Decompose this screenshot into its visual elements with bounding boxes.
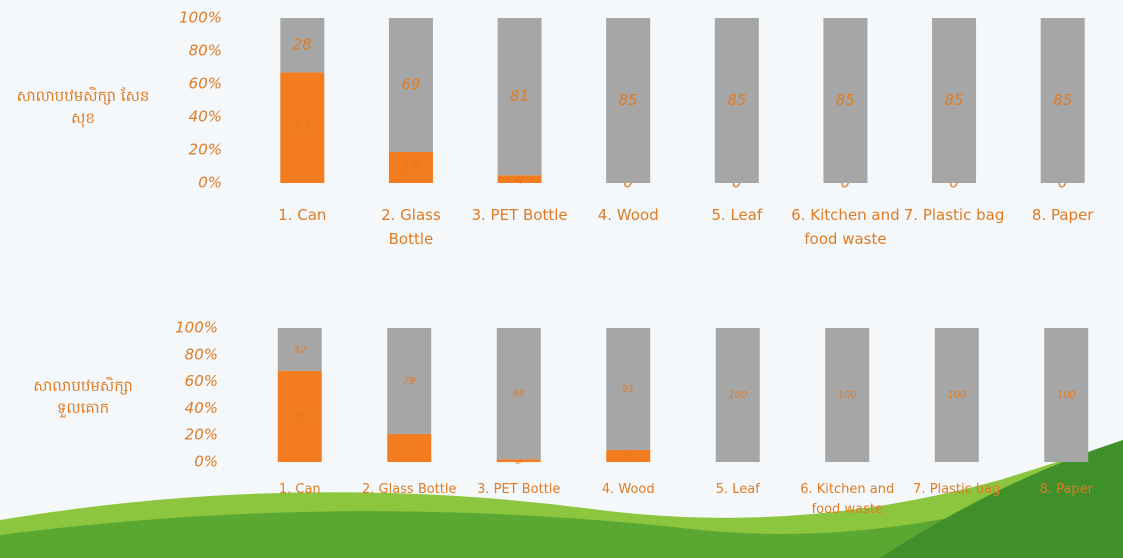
value-label: 85 bbox=[945, 91, 964, 109]
value-label: 79 bbox=[403, 376, 416, 387]
value-label: 69 bbox=[401, 75, 420, 93]
bar-segment bbox=[277, 328, 322, 371]
x-tick-label: 1. Can bbox=[278, 482, 321, 497]
value-label: 85 bbox=[836, 91, 855, 109]
x-tick-label: 1. Can bbox=[278, 206, 327, 224]
bar-segment bbox=[387, 328, 432, 434]
value-label: 32 bbox=[293, 344, 306, 355]
y-tick-label: 80% bbox=[185, 345, 218, 363]
bar-segment bbox=[277, 370, 322, 462]
y-tick-label: 40% bbox=[185, 399, 218, 417]
value-label: 4 bbox=[515, 170, 525, 188]
hill-front bbox=[0, 470, 1123, 558]
bar-segment bbox=[496, 328, 541, 460]
value-label: 9 bbox=[625, 451, 631, 462]
value-label: 85 bbox=[619, 91, 638, 109]
bar-segment bbox=[606, 18, 651, 183]
y-tick-label: 60% bbox=[189, 75, 222, 93]
value-label: 100 bbox=[947, 390, 966, 401]
y-tick-label: 80% bbox=[189, 42, 222, 60]
value-label: 100 bbox=[728, 390, 747, 401]
row-label: សាលាបឋមសិក្សា សែនសុខ bbox=[16, 87, 150, 127]
hill-dark bbox=[880, 440, 1123, 558]
value-label: 68 bbox=[293, 411, 306, 422]
bar-segment bbox=[606, 328, 651, 450]
bar-segment bbox=[388, 18, 433, 152]
value-label: 85 bbox=[727, 91, 746, 109]
value-label: 81 bbox=[510, 87, 529, 105]
x-tick-label: 6. Kitchen and food waste bbox=[800, 482, 895, 517]
value-label: 85 bbox=[1053, 91, 1072, 109]
y-tick-label: 0% bbox=[194, 453, 218, 471]
x-tick-label: 7. Plastic bag bbox=[913, 482, 1001, 497]
y-tick-label: 100% bbox=[179, 9, 222, 27]
x-tick-label: 3. PET Bottle bbox=[471, 206, 568, 224]
value-label: 21 bbox=[403, 443, 416, 454]
row-label: សាលាបឋមសិក្សា ទួលគោក bbox=[33, 377, 133, 417]
value-label: 100 bbox=[1057, 390, 1076, 401]
bar-segment bbox=[932, 18, 977, 183]
x-tick-label: 2. Glass Bottle bbox=[361, 482, 457, 497]
bar-segment bbox=[1040, 18, 1085, 183]
bar-segment bbox=[388, 151, 433, 183]
bar-segment bbox=[280, 18, 325, 73]
x-tick-label: 7. Plastic bag bbox=[903, 206, 1005, 224]
x-tick-label: 6. Kitchen and food waste bbox=[791, 206, 900, 248]
bar-segment bbox=[934, 328, 979, 462]
y-tick-label: 100% bbox=[175, 319, 218, 337]
value-label: 57 bbox=[293, 118, 313, 136]
bar-segment bbox=[496, 459, 541, 462]
bar-segment bbox=[825, 328, 870, 462]
value-label: 91 bbox=[622, 384, 635, 395]
value-label: 2 bbox=[516, 456, 522, 467]
value-label: 28 bbox=[293, 36, 312, 54]
x-tick-label: 2. Glass Bottle bbox=[381, 206, 441, 248]
y-tick-label: 40% bbox=[189, 108, 222, 126]
bar-segment bbox=[714, 18, 759, 183]
bar-segment bbox=[606, 449, 651, 462]
x-tick-label: 8. Paper bbox=[1031, 206, 1094, 224]
y-tick-label: 60% bbox=[185, 372, 218, 390]
bar-segment bbox=[823, 18, 868, 183]
bar-segment bbox=[715, 328, 760, 462]
x-tick-label: 4. Wood bbox=[601, 482, 655, 497]
value-label: 16 bbox=[401, 158, 420, 176]
y-tick-label: 20% bbox=[189, 141, 222, 159]
bar-segment bbox=[387, 433, 432, 462]
value-label: 98 bbox=[512, 389, 525, 400]
x-tick-label: 8. Paper bbox=[1039, 482, 1093, 497]
value-label: 100 bbox=[838, 390, 857, 401]
y-tick-label: 20% bbox=[185, 426, 218, 444]
bar-segment bbox=[497, 175, 542, 183]
x-tick-label: 5. Leaf bbox=[711, 206, 763, 224]
bar-segment bbox=[497, 18, 542, 176]
y-tick-label: 0% bbox=[198, 174, 222, 192]
x-tick-label: 5. Leaf bbox=[715, 482, 760, 497]
bar-segment bbox=[1044, 328, 1089, 462]
bar-segment bbox=[280, 72, 325, 183]
x-tick-label: 3. PET Bottle bbox=[477, 482, 561, 497]
x-tick-label: 4. Wood bbox=[597, 206, 659, 224]
